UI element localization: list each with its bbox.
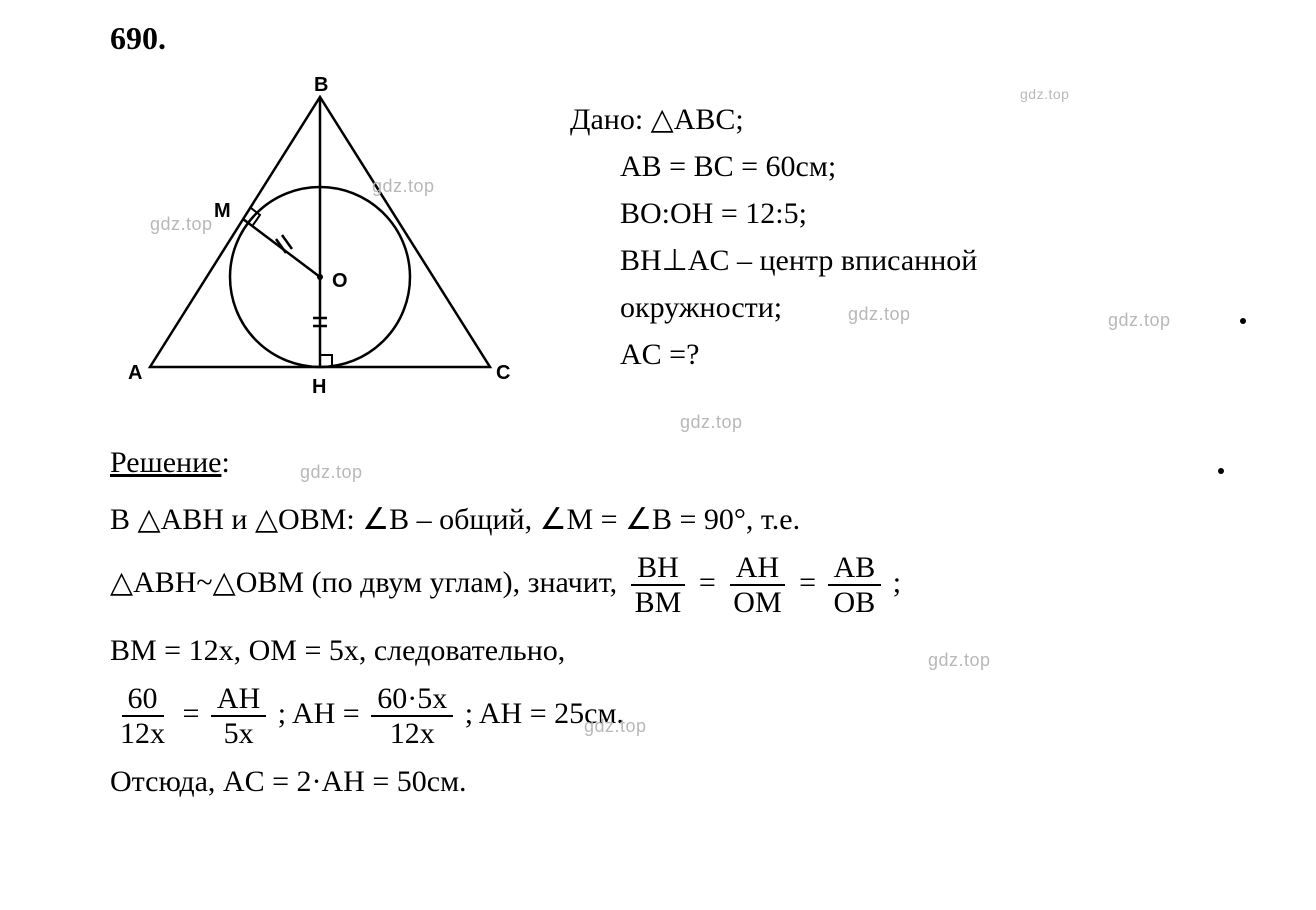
frac-num: AH	[211, 682, 266, 717]
label-o: O	[332, 270, 348, 292]
frac-num: BH	[631, 551, 685, 586]
sc2: ; AH = 25см.	[465, 697, 624, 730]
top-section: A B C H O M Дано: △ABC; AB = BC = 60см; …	[110, 77, 1216, 407]
given-l2: BO:OH = 12:5;	[570, 191, 1216, 236]
page: 690.	[0, 0, 1316, 833]
given-title-line: Дано: △ABC;	[570, 97, 1216, 142]
given-l4: окружности;	[570, 285, 1216, 330]
eq2: =	[799, 566, 823, 599]
frac-num: 60	[122, 682, 164, 717]
label-m: M	[214, 200, 231, 222]
sc1: ; AH =	[278, 697, 367, 730]
fraction-605x-12x: 60·5x 12x	[371, 682, 453, 750]
frac-num: 60·5x	[371, 682, 453, 717]
frac-num: AH	[730, 551, 785, 586]
eq3: =	[183, 697, 207, 730]
label-c: C	[496, 362, 510, 384]
fraction-bh-bm: BH BM	[629, 551, 688, 619]
frac-den: OB	[828, 586, 882, 619]
sol2-text: △ABH~△OBM (по двум углам), значит,	[110, 566, 625, 599]
label-a: A	[128, 362, 142, 384]
solution-title: Решение	[110, 446, 221, 479]
solution-line-4: 60 12x = AH 5x ; AH = 60·5x 12x ; AH = 2…	[110, 682, 1216, 750]
solution-line-2: △ABH~△OBM (по двум углам), значит, BH BM…	[110, 551, 1216, 619]
fraction-ab-ob: AB OB	[828, 551, 882, 619]
label-b: B	[314, 77, 328, 96]
given-l0: △ABC;	[651, 103, 744, 136]
triangle-diagram: A B C H O M	[110, 77, 530, 407]
solution-colon: :	[221, 446, 229, 479]
given-l1: AB = BC = 60см;	[570, 144, 1216, 189]
given-l5: AC =?	[570, 332, 1216, 377]
frac-den: OM	[727, 586, 787, 619]
dot-decoration	[1240, 318, 1246, 324]
frac-den: 5x	[218, 717, 260, 750]
fraction-ah-5x: AH 5x	[211, 682, 266, 750]
given-title: Дано:	[570, 103, 651, 136]
given-l3: BH⊥AC – центр вписанной	[570, 238, 1216, 283]
fraction-60-12x: 60 12x	[114, 682, 171, 750]
label-h: H	[312, 376, 326, 398]
given-section: Дано: △ABC; AB = BC = 60см; BO:OH = 12:5…	[570, 77, 1216, 407]
frac-den: 12x	[114, 717, 171, 750]
solution-line-1: В △ABH и △OBM: ∠B – общий, ∠M = ∠B = 90°…	[110, 494, 1216, 545]
tick-om-2	[282, 235, 292, 249]
frac-num: AB	[828, 551, 882, 586]
solution-section: Решение: В △ABH и △OBM: ∠B – общий, ∠M =…	[110, 437, 1216, 807]
solution-line-5: Отсюда, AC = 2·AH = 50см.	[110, 756, 1216, 807]
frac-den: BM	[629, 586, 688, 619]
fraction-ah-om: AH OM	[727, 551, 787, 619]
solution-title-line: Решение:	[110, 437, 1216, 488]
diagram-container: A B C H O M	[110, 77, 530, 407]
problem-number: 690.	[110, 20, 1216, 57]
semicolon-2: ;	[893, 566, 901, 599]
eq1: =	[699, 566, 723, 599]
dot-decoration	[1218, 468, 1224, 474]
solution-line-3: BM = 12x, OM = 5x, следовательно,	[110, 625, 1216, 676]
frac-den: 12x	[384, 717, 441, 750]
